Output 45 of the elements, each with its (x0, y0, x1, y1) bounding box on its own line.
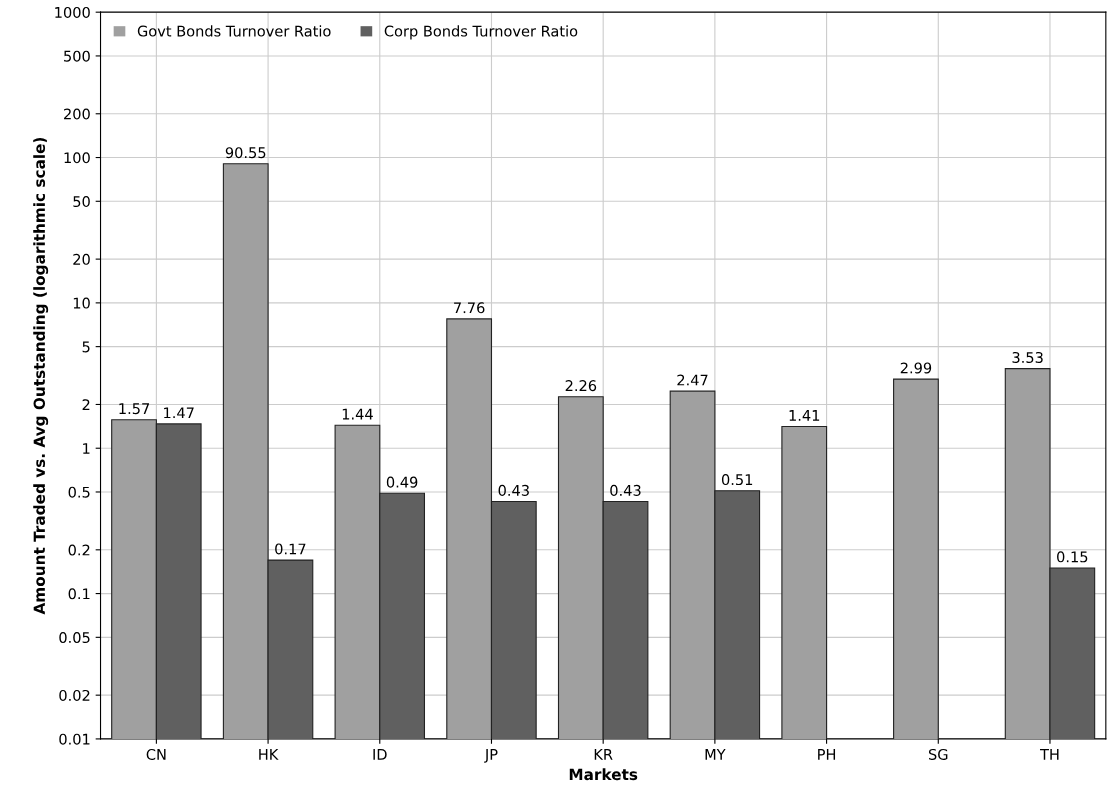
y-tick-label: 500 (64, 50, 90, 62)
y-tick-label: 5 (82, 341, 90, 353)
y-tick-label: 0.02 (59, 689, 90, 701)
legend-label: Govt Bonds Turnover Ratio (137, 25, 331, 37)
y-tick-label: 1000 (55, 6, 90, 18)
data-label: 1.47 (164, 407, 194, 419)
y-tick-label: 0.5 (68, 486, 90, 498)
data-label: 7.76 (454, 302, 485, 314)
x-tick-label: ID (373, 749, 387, 760)
data-label: 2.99 (900, 362, 932, 374)
y-tick-label: 10 (73, 297, 90, 309)
data-label: 3.53 (1012, 351, 1043, 363)
x-tick-label: JP (484, 749, 498, 763)
y-axis-title: Amount Traded vs. Avg Outstanding (logarithmic scale) (33, 137, 49, 615)
y-tick-label: 200 (64, 108, 90, 120)
y-tick-label: 1 (83, 443, 90, 454)
data-label: 1.57 (119, 403, 150, 415)
data-label: 90.55 (225, 147, 266, 159)
data-label: 0.43 (498, 484, 529, 496)
data-label: 2.47 (677, 374, 708, 386)
x-tick-label: KR (594, 749, 613, 760)
legend-label: Corp Bonds Turnover Ratio (384, 25, 578, 40)
x-tick-label: TH (1040, 749, 1059, 760)
y-tick-label: 0.1 (68, 588, 90, 600)
data-label: 0.43 (610, 484, 641, 496)
y-tick-label: 0.01 (59, 733, 90, 745)
data-label: 1.44 (342, 408, 373, 420)
y-tick-label: 50 (73, 196, 90, 208)
y-tick-label: 2 (82, 399, 90, 411)
x-tick-label: HK (259, 749, 279, 760)
y-tick-label: 0.05 (59, 632, 90, 644)
x-tick-label: CN (146, 748, 166, 760)
data-label: 0.15 (1057, 551, 1088, 563)
data-label: 0.49 (386, 476, 418, 488)
y-tick-label: 20 (73, 253, 90, 265)
y-tick-label: 100 (64, 152, 90, 164)
y-tick-label: 0.2 (68, 544, 90, 556)
x-tick-label: PH (818, 749, 836, 760)
data-label: 1.41 (789, 410, 820, 421)
data-label: 2.26 (565, 380, 597, 392)
data-label: 0.51 (721, 474, 753, 486)
data-label: 0.17 (275, 543, 306, 555)
x-tick-label: SG (928, 748, 948, 760)
x-tick-label: MY (705, 749, 726, 760)
x-axis-title: Markets (569, 768, 638, 781)
